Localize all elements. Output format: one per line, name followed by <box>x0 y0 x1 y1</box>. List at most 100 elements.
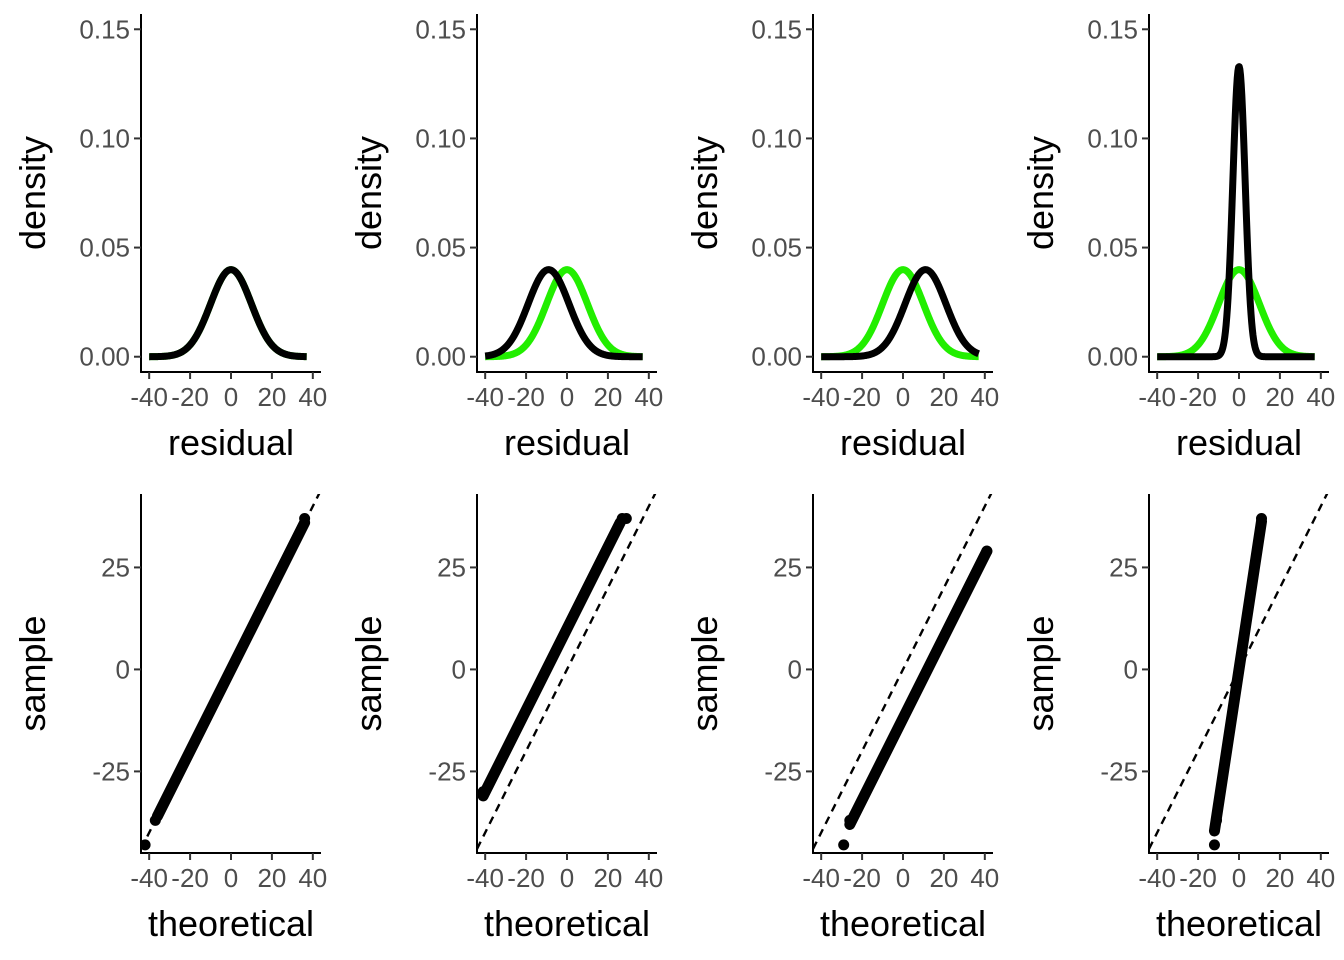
point-3 <box>1256 512 1267 524</box>
y-tick-label: -25 <box>428 756 466 786</box>
reference-line <box>813 494 993 850</box>
y-tick-label: 0.15 <box>1087 14 1138 44</box>
density-line-2 <box>146 266 310 361</box>
panel-qq-4: -25 0 25 -40 -20 0 20 40 theoretical sample <box>1020 494 1335 944</box>
x-tick-label: -20 <box>507 863 545 893</box>
x-tick-label: 20 <box>257 863 286 893</box>
x-tick-label: 0 <box>224 863 238 893</box>
density-line-2 <box>482 266 646 361</box>
y-axis-title: sample <box>12 615 53 731</box>
y-tick-label: -25 <box>1100 756 1138 786</box>
x-axis-title: residual <box>1176 422 1302 463</box>
plot-area <box>477 494 657 850</box>
x-axis-title: residual <box>168 422 294 463</box>
x-tick-label: -40 <box>466 382 504 412</box>
sample-points <box>477 517 626 802</box>
y-tick-label: 25 <box>101 552 130 582</box>
y-tick-label: 0.10 <box>415 123 466 153</box>
x-tick-label: 20 <box>1265 382 1294 412</box>
x-axis-title: theoretical <box>484 903 650 944</box>
y-axis-title: density <box>684 136 725 250</box>
x-tick-label: -20 <box>843 863 881 893</box>
x-tick-label: -40 <box>130 382 168 412</box>
plot-area <box>1154 63 1318 361</box>
x-tick-label: 40 <box>634 382 663 412</box>
y-tick-label: 0.00 <box>1087 342 1138 372</box>
y-tick-label: 25 <box>1109 552 1138 582</box>
density-line-2 <box>818 266 982 361</box>
y-tick-label: 0.05 <box>79 233 130 263</box>
y-tick-label: -25 <box>764 756 802 786</box>
point-2 <box>1211 814 1222 826</box>
x-tick-label: 0 <box>224 382 238 412</box>
panel-qq-1: -25 0 25 -40 -20 0 20 40 theoretical sample <box>12 494 327 944</box>
density-line-1 <box>1154 266 1318 361</box>
x-tick-label: 0 <box>896 863 910 893</box>
x-tick-label: -40 <box>466 863 504 893</box>
panel-qq-2: -25 0 25 -40 -20 0 20 40 theoretical sample <box>348 494 663 944</box>
y-axis-title: density <box>348 136 389 250</box>
x-tick-label: 0 <box>560 382 574 412</box>
x-tick-label: 0 <box>896 382 910 412</box>
x-tick-label: 20 <box>593 382 622 412</box>
plot-area <box>1149 494 1329 851</box>
x-tick-label: -40 <box>1138 863 1176 893</box>
plot-area <box>482 266 646 361</box>
y-tick-label: 0 <box>1124 654 1138 684</box>
x-axis-title: residual <box>840 422 966 463</box>
plot-area <box>146 266 310 361</box>
reference-line <box>477 494 657 850</box>
sample-points <box>1208 515 1267 837</box>
sample-points <box>844 545 993 830</box>
x-tick-label: 40 <box>298 863 327 893</box>
point-2 <box>299 512 311 524</box>
x-axis-title: theoretical <box>820 903 986 944</box>
x-tick-label: 20 <box>929 382 958 412</box>
x-tick-label: -20 <box>1179 382 1217 412</box>
x-tick-label: -20 <box>171 382 209 412</box>
x-tick-label: -20 <box>507 382 545 412</box>
y-tick-label: 0.15 <box>415 14 466 44</box>
x-tick-label: 40 <box>970 863 999 893</box>
point-3 <box>141 839 151 851</box>
x-axis-title: residual <box>504 422 630 463</box>
x-tick-label: -40 <box>130 863 168 893</box>
y-axis-title: sample <box>1020 615 1061 731</box>
x-tick-label: 40 <box>1306 382 1335 412</box>
y-tick-label: 0.15 <box>79 14 130 44</box>
plot-area <box>813 494 993 851</box>
x-tick-label: 40 <box>970 382 999 412</box>
x-tick-label: 40 <box>634 863 663 893</box>
point-1 <box>838 839 850 851</box>
panel-qq-3: -25 0 25 -40 -20 0 20 40 theoretical sample <box>684 494 999 944</box>
y-tick-label: 0.00 <box>751 342 802 372</box>
x-tick-label: -20 <box>1179 863 1217 893</box>
y-tick-label: 0.10 <box>1087 123 1138 153</box>
density-line-2 <box>1154 63 1318 361</box>
point-1 <box>477 786 489 798</box>
x-tick-label: 0 <box>1232 863 1246 893</box>
y-tick-label: 25 <box>437 552 466 582</box>
y-tick-label: 0 <box>452 654 466 684</box>
point-2 <box>844 814 856 826</box>
sample-points <box>151 517 311 822</box>
y-tick-label: 0.00 <box>79 342 130 372</box>
point-1 <box>149 814 161 826</box>
y-tick-label: 0.05 <box>751 233 802 263</box>
y-tick-label: 0 <box>116 654 130 684</box>
x-tick-label: -40 <box>802 863 840 893</box>
x-axis-title: theoretical <box>1156 903 1322 944</box>
density-line-1 <box>482 266 646 361</box>
y-tick-label: -25 <box>92 756 130 786</box>
point-1 <box>1208 839 1220 851</box>
y-tick-label: 0.05 <box>1087 233 1138 263</box>
x-tick-label: 20 <box>593 863 622 893</box>
y-tick-label: 0.10 <box>79 123 130 153</box>
x-tick-label: -20 <box>171 863 209 893</box>
y-axis-title: density <box>1020 136 1061 250</box>
